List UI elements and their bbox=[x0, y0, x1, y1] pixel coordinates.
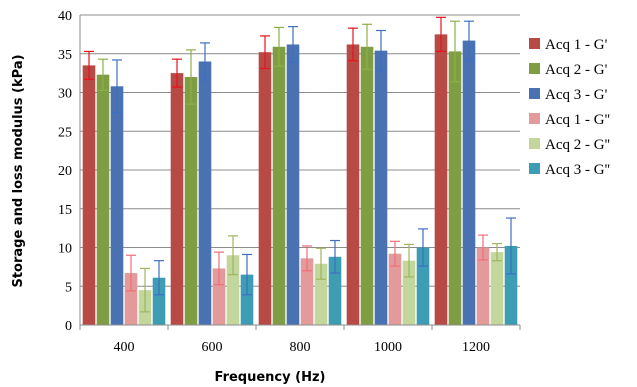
y-tick-labels: 0 5 10 15 20 25 30 35 40 bbox=[58, 9, 72, 334]
x-tick-label: 1200 bbox=[462, 340, 490, 355]
bar bbox=[490, 252, 504, 325]
error-bars bbox=[84, 16, 516, 313]
bar bbox=[124, 273, 138, 325]
bar bbox=[360, 46, 374, 326]
bar bbox=[328, 256, 342, 325]
legend-label: Acq 3 - G' bbox=[545, 87, 608, 103]
bar bbox=[272, 46, 286, 326]
bar bbox=[346, 44, 360, 325]
x-tick-label: 600 bbox=[202, 340, 223, 355]
legend-swatch bbox=[529, 163, 540, 174]
bar bbox=[434, 34, 448, 325]
bars bbox=[82, 34, 518, 326]
bar bbox=[462, 40, 476, 325]
legend-label: Acq 3 - G'' bbox=[545, 162, 610, 178]
bar bbox=[504, 245, 518, 325]
legend-swatch bbox=[529, 88, 540, 99]
bar bbox=[300, 258, 314, 325]
legend-label: Acq 1 - G'' bbox=[545, 112, 610, 128]
legend-swatch bbox=[529, 63, 540, 74]
x-axis-title: Frequency (Hz) bbox=[215, 370, 326, 385]
x-tick-label: 800 bbox=[290, 340, 311, 355]
bar bbox=[110, 86, 124, 325]
y-tick-label: 5 bbox=[65, 280, 72, 295]
bar bbox=[258, 52, 272, 325]
bar bbox=[184, 77, 198, 325]
y-tick-label: 40 bbox=[58, 9, 72, 24]
bar bbox=[152, 277, 166, 325]
y-tick-label: 35 bbox=[58, 48, 72, 63]
bar bbox=[374, 50, 388, 326]
y-tick-label: 10 bbox=[58, 242, 72, 257]
legend: Acq 1 - G' Acq 2 - G' Acq 3 - G' Acq 1 - G'… bbox=[529, 37, 610, 178]
bar bbox=[170, 73, 184, 325]
y-tick-label: 25 bbox=[58, 125, 72, 140]
y-tick-label: 15 bbox=[58, 203, 72, 218]
bar bbox=[240, 274, 254, 325]
legend-label: Acq 2 - G'' bbox=[545, 137, 610, 153]
legend-label: Acq 2 - G' bbox=[545, 62, 608, 78]
y-tick-label: 20 bbox=[58, 164, 72, 179]
legend-swatch bbox=[529, 113, 540, 124]
legend-swatch bbox=[529, 138, 540, 149]
x-tick-label: 1000 bbox=[374, 340, 402, 355]
bar bbox=[476, 247, 490, 325]
bar bbox=[416, 247, 430, 325]
bar bbox=[226, 255, 240, 325]
bar bbox=[388, 253, 402, 325]
bar bbox=[198, 61, 212, 325]
legend-label: Acq 1 - G' bbox=[545, 37, 608, 53]
x-tick-labels: 400 600 800 1000 1200 bbox=[114, 340, 491, 355]
bar bbox=[448, 51, 462, 326]
y-axis-title: Storage and loss modulus (kPa) bbox=[11, 54, 26, 287]
gridlines bbox=[80, 14, 520, 287]
legend-swatch bbox=[529, 38, 540, 49]
x-tick-label: 400 bbox=[114, 340, 135, 355]
y-tick-label: 30 bbox=[58, 87, 72, 102]
bar bbox=[212, 268, 226, 325]
bar bbox=[286, 44, 300, 325]
bar bbox=[82, 65, 96, 325]
bar bbox=[96, 74, 110, 325]
axes bbox=[79, 15, 521, 330]
y-tick-label: 0 bbox=[65, 319, 72, 334]
